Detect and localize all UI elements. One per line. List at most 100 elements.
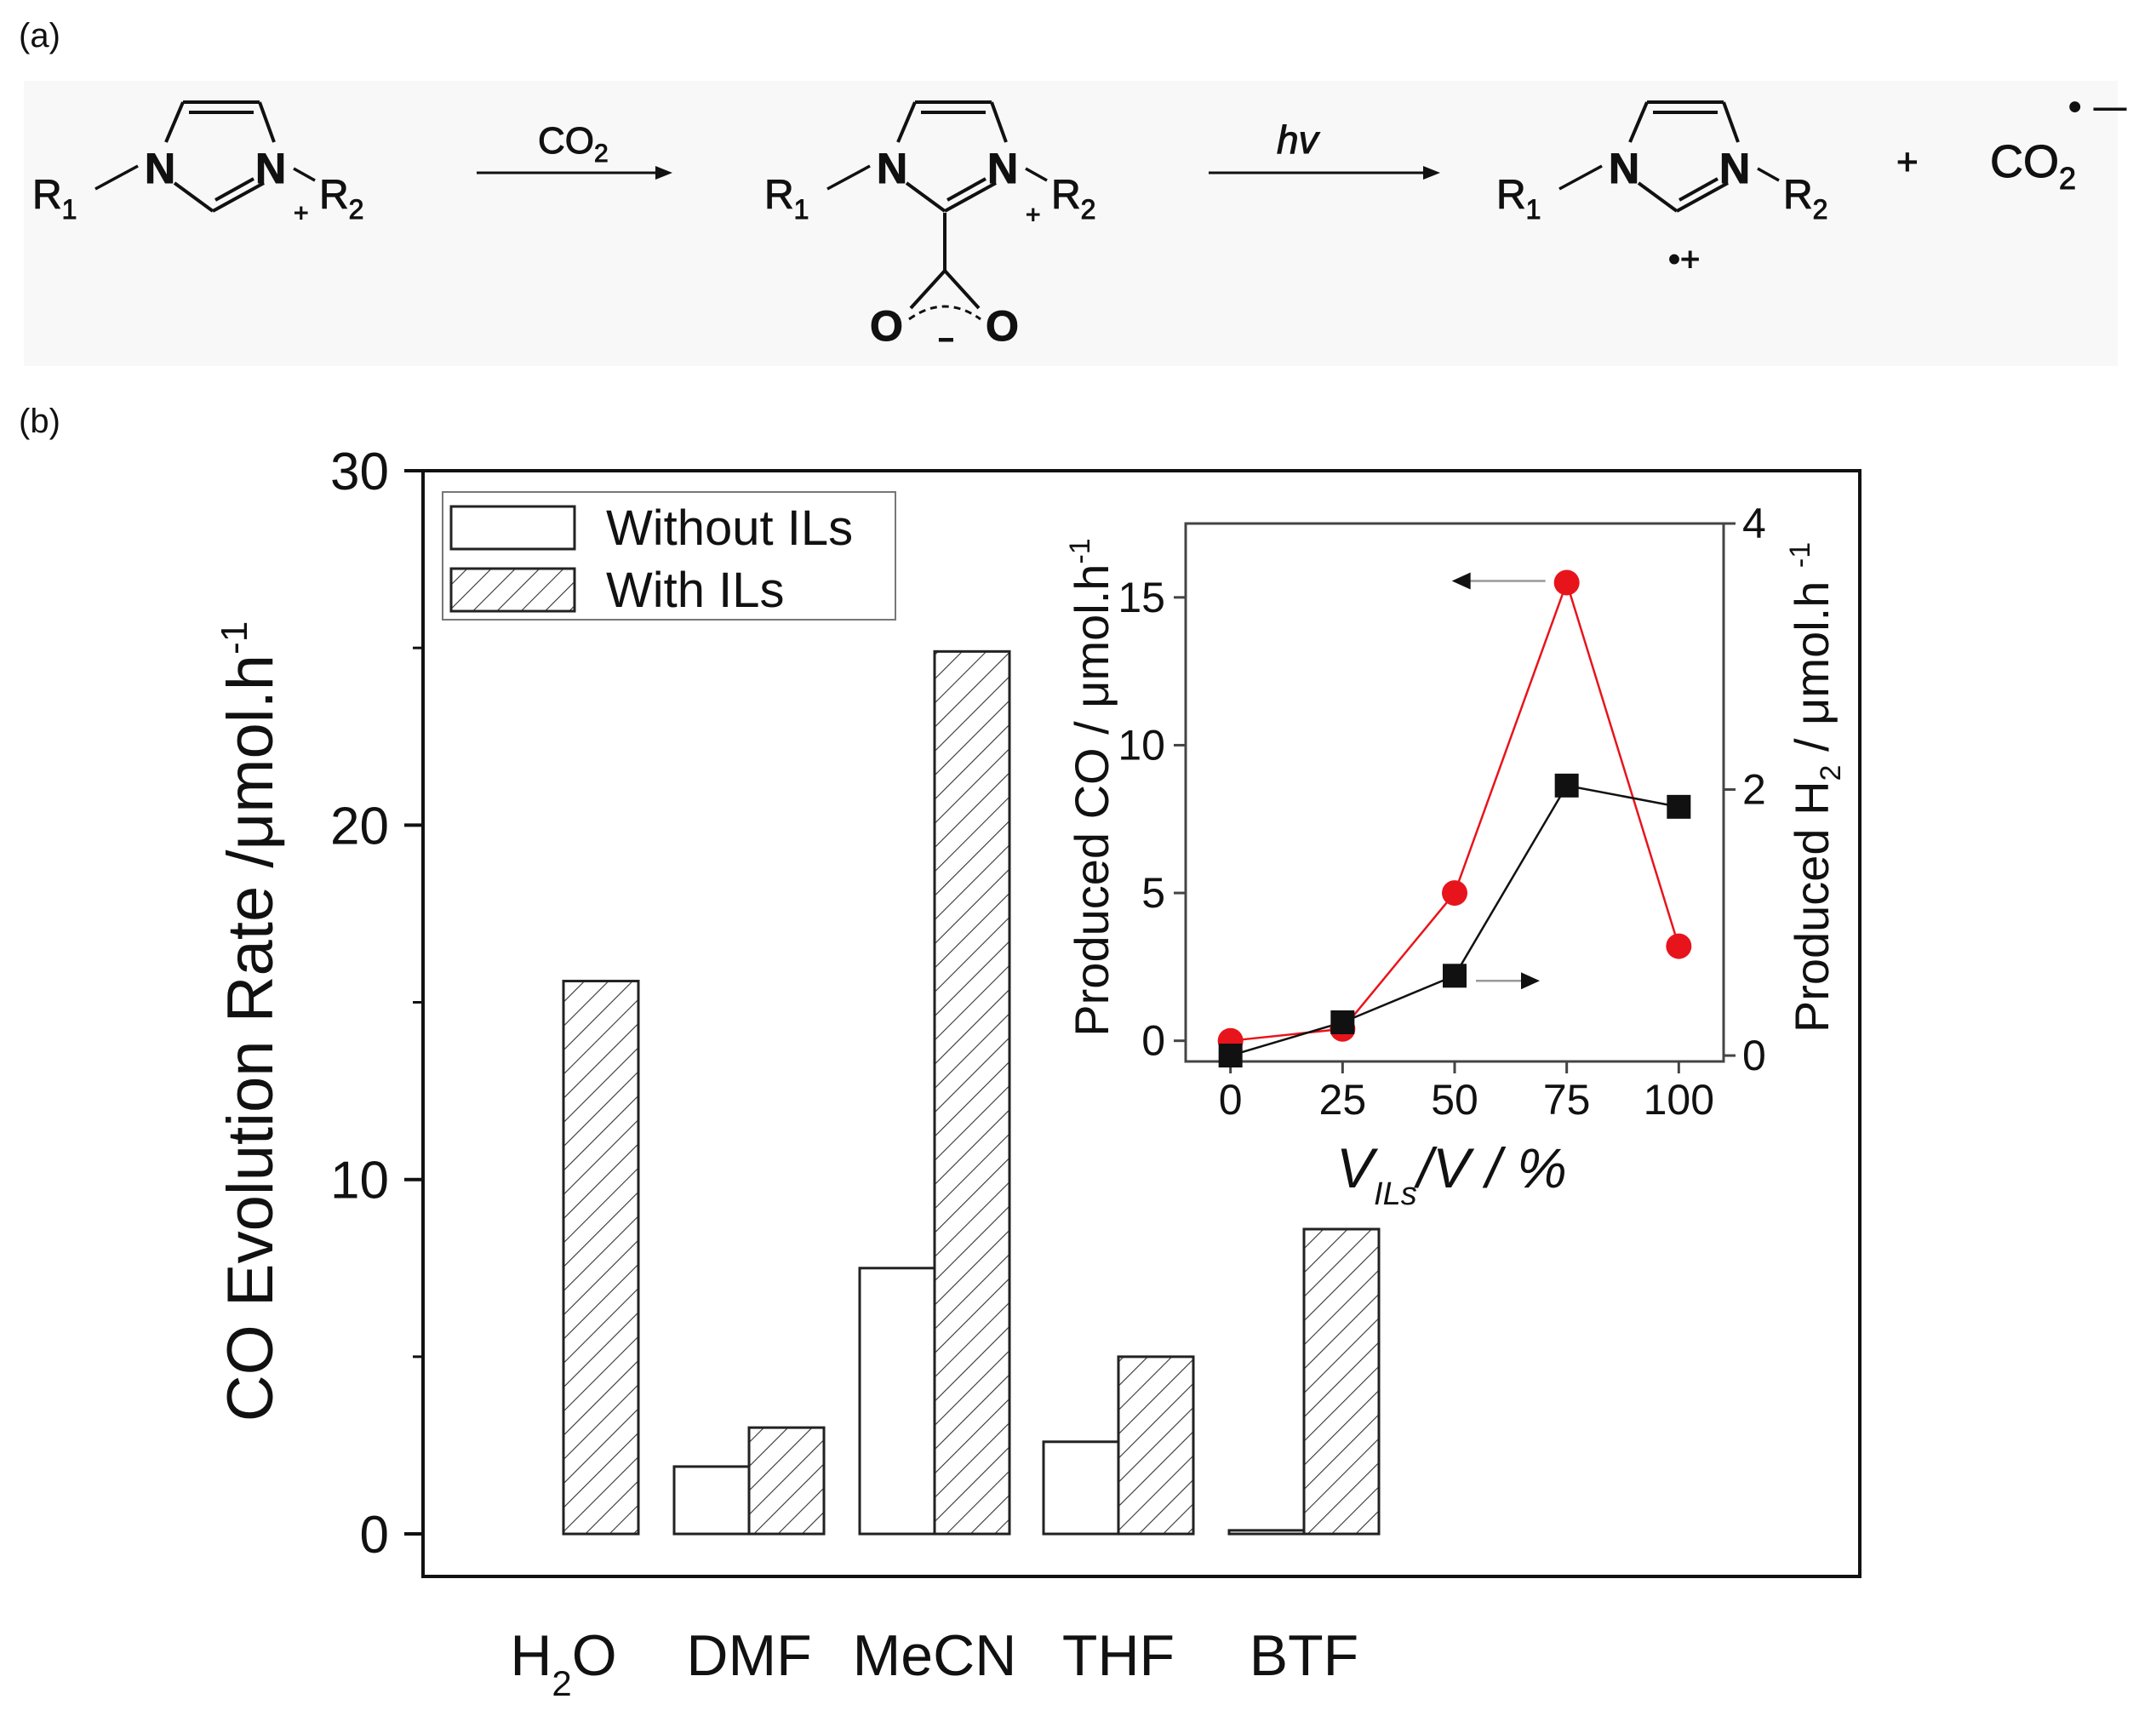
ring-double-bond <box>214 177 254 202</box>
legend-label-with-ils: With ILs <box>606 563 785 618</box>
radical-anion-minus: — <box>2094 89 2126 125</box>
ring-bond <box>1722 101 1740 143</box>
imidazolium-reactant <box>164 100 276 213</box>
co-point <box>1442 880 1467 907</box>
bar-without-ils-btf <box>1227 1529 1306 1536</box>
ring-bond <box>164 101 185 143</box>
ring-double-bond <box>946 177 986 202</box>
inset-left-tick-label: 5 <box>1141 869 1165 917</box>
ring-bond <box>896 101 917 143</box>
inset-x-tick-label: 75 <box>1543 1076 1591 1124</box>
bar-with-ils-mecn <box>933 649 1011 1536</box>
y-axis-label: CO Evolution Rate /μmol.h-1 <box>214 621 287 1422</box>
legend-swatch-with-ils <box>449 567 576 613</box>
radical-cation-charge: •+ <box>1668 241 1700 278</box>
ring-bond <box>1628 101 1649 143</box>
panel-label-a: (a) <box>19 17 60 54</box>
bar-with-ils-dmf <box>747 1426 826 1536</box>
bond-r2 <box>1757 167 1780 182</box>
arrow-head-2 <box>1423 166 1440 180</box>
bar-with-ils-h2o <box>562 980 640 1536</box>
arrow1-label: CO2 <box>538 120 609 168</box>
ring-bond <box>990 101 1008 143</box>
plus-sign: + <box>1896 141 1919 183</box>
x-category-label: BTF <box>1250 1623 1358 1688</box>
series-line-h2 <box>1230 784 1679 1057</box>
inset-line-chart: 0 25 50 75 100 0 5 10 15 0 2 4 Produced CO / μmol.h-… <box>1064 500 1847 1212</box>
y-tick-label: 30 <box>330 443 389 501</box>
bond-r2 <box>1025 167 1048 182</box>
nitrogen-atom: N <box>255 145 286 192</box>
co-point <box>1553 569 1580 596</box>
positive-charge: + <box>1026 201 1041 229</box>
plot-frame <box>421 469 1861 1578</box>
inset-left-tick-label: 0 <box>1141 1017 1165 1065</box>
inset-left-tick-label: 10 <box>1118 721 1165 769</box>
inset-right-tick-label: 4 <box>1742 500 1766 547</box>
nitrogen-atom: N <box>1719 145 1750 192</box>
arrow-head-right <box>1521 972 1540 990</box>
imidazolium-radical-cation <box>1628 100 1740 213</box>
legend-label-without-ils: Without ILs <box>606 501 853 556</box>
nitrogen-atom: N <box>987 145 1018 192</box>
nitrogen-atom: N <box>145 145 175 192</box>
h2-point <box>1330 1010 1355 1034</box>
x-category-label: H2O <box>510 1623 616 1703</box>
bond-r2 <box>293 167 316 182</box>
y-tick-label: 0 <box>360 1506 389 1565</box>
y-tick-label: 20 <box>330 797 389 855</box>
panel-label-b: (b) <box>19 403 60 440</box>
legend: Without ILs With ILs <box>442 491 896 621</box>
bond-r1 <box>1558 164 1603 191</box>
oxygen-atom: O <box>986 302 1019 350</box>
ring-bond <box>258 101 276 143</box>
x-category-label: DMF <box>686 1623 811 1688</box>
inset-x-axis-label: VILs/V / % <box>1336 1136 1567 1212</box>
bond-r1 <box>94 164 139 191</box>
ring-bond <box>1637 181 1678 213</box>
inset-x-tick-label: 50 <box>1431 1076 1478 1124</box>
oxygen-atom: O <box>870 302 903 350</box>
bar-without-ils-dmf <box>672 1465 751 1536</box>
bar-with-ils-thf <box>1117 1355 1195 1536</box>
ring-bond <box>173 181 214 213</box>
arrow-head-left <box>1451 572 1471 590</box>
negative-charge: − <box>938 324 954 355</box>
ring-double-bond <box>1678 177 1719 202</box>
radical-anion-dot: • <box>2068 86 2081 128</box>
bond-r1 <box>826 164 871 191</box>
bar-without-ils-thf <box>1042 1440 1120 1536</box>
h2-point <box>1443 964 1467 988</box>
h2-point <box>1667 794 1691 819</box>
h2-point <box>1554 773 1579 798</box>
ring-bond <box>905 181 946 213</box>
scheme-background <box>24 81 2118 366</box>
ring-bond <box>212 181 265 213</box>
x-category-label: MeCN <box>853 1623 1017 1688</box>
carboxylate-bond <box>909 269 946 310</box>
h2-point <box>1218 1044 1243 1068</box>
legend-swatch-without-ils <box>449 505 576 551</box>
bar-without-ils-mecn <box>858 1267 936 1536</box>
inset-x-tick-label: 100 <box>1644 1076 1714 1124</box>
inset-left-axis-label: Produced CO / μmol.h-1 <box>1064 538 1118 1036</box>
nitrogen-atom: N <box>1609 145 1639 192</box>
nitrogen-atom: N <box>877 145 907 192</box>
positive-charge: + <box>294 199 309 227</box>
arrow2-label: hv <box>1277 117 1321 162</box>
inset-right-tick-label: 2 <box>1742 766 1766 814</box>
ring-bond <box>944 181 997 213</box>
x-category-label: THF <box>1062 1623 1175 1688</box>
arrow-head-1 <box>655 166 672 180</box>
inset-left-tick-label: 15 <box>1118 574 1165 621</box>
delocalized-bond <box>908 305 981 321</box>
inset-right-tick-label: 0 <box>1742 1032 1766 1079</box>
y-tick-label: 10 <box>330 1152 389 1210</box>
co-point <box>1666 933 1692 959</box>
ring-bond <box>1676 181 1729 213</box>
co2-adduct <box>896 100 1008 213</box>
inset-x-tick-label: 25 <box>1319 1076 1367 1124</box>
bar-with-ils-btf <box>1302 1227 1381 1536</box>
